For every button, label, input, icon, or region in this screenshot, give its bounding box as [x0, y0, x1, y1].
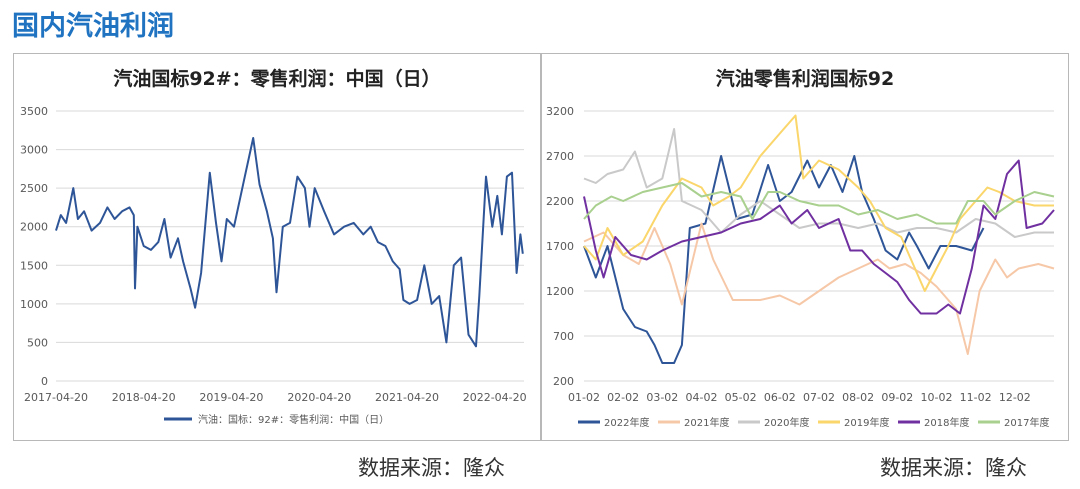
y-tick-label: 700	[553, 330, 574, 343]
legend-label: 汽油：国标：92#：零售利润：中国（日）	[198, 413, 389, 426]
x-tick-label: 2019-04-20	[199, 391, 263, 404]
x-tick-label: 2021-04-20	[375, 391, 439, 404]
chart-title: 汽油零售利润国标92	[715, 68, 895, 90]
chart-title: 汽油国标92#：零售利润：中国（日）	[113, 68, 441, 90]
x-tick-label: 04-02	[686, 391, 718, 404]
x-tick-label: 05-02	[725, 391, 757, 404]
x-tick-label: 2022-04-20	[463, 391, 527, 404]
y-tick-label: 2000	[20, 221, 48, 234]
y-tick-label: 1000	[20, 298, 48, 311]
x-tick-label: 08-02	[842, 391, 874, 404]
y-tick-label: 1200	[546, 285, 574, 298]
y-tick-label: 1500	[20, 259, 48, 272]
y-tick-label: 1700	[546, 240, 574, 253]
x-tick-label: 11-02	[960, 391, 992, 404]
line-chart-daily-profit: 0 500 1000 1500 2000 2500 3000 3500 2017-04-20 20…	[20, 105, 527, 426]
chart-panel-profit-seasonal: 汽油零售利润国标92 200 700 1200 1700 2200 2700 3200 01-…	[541, 53, 1069, 441]
chart-panel-profit-daily: 汽油国标92#：零售利润：中国（日） 0 500 1000 1500 2000 2500 3…	[13, 53, 541, 441]
series-line	[583, 182, 1055, 225]
legend-label: 2022年度	[604, 416, 649, 429]
y-tick-label: 500	[27, 336, 48, 349]
x-tick-label: 01-02	[568, 391, 600, 404]
x-tick-label: 2017-04-20	[24, 391, 88, 404]
x-tick-label: 09-02	[881, 391, 913, 404]
legend-label: 2018年度	[924, 416, 969, 429]
y-tick-label: 2700	[546, 150, 574, 163]
section-title: 国内汽油利润	[12, 11, 174, 42]
y-tick-label: 3000	[20, 144, 48, 157]
series-line	[583, 222, 1055, 355]
series-line	[55, 137, 524, 348]
x-tick-label: 10-02	[921, 391, 953, 404]
data-source-label: 数据来源：隆众	[358, 456, 505, 480]
x-tick-label: 12-02	[999, 391, 1031, 404]
legend-label: 2021年度	[684, 416, 729, 429]
y-tick-label: 2500	[20, 182, 48, 195]
data-source-label: 数据来源：隆众	[880, 456, 1027, 480]
x-tick-label: 02-02	[607, 391, 639, 404]
y-tick-label: 3500	[20, 105, 48, 118]
line-chart-seasonal-profit: 200 700 1200 1700 2200 2700 3200 01-02 02-02 03-0…	[546, 105, 1055, 429]
x-tick-label: 07-02	[803, 391, 835, 404]
x-tick-label: 03-02	[646, 391, 678, 404]
x-tick-label: 2018-04-20	[112, 391, 176, 404]
x-tick-label: 06-02	[764, 391, 796, 404]
legend-label: 2019年度	[844, 416, 889, 429]
series-line	[583, 155, 985, 364]
y-tick-label: 0	[41, 375, 48, 388]
legend-label: 2017年度	[1004, 416, 1049, 429]
x-tick-label: 2020-04-20	[287, 391, 351, 404]
series-line	[583, 159, 1055, 315]
y-tick-label: 3200	[546, 105, 574, 118]
y-tick-label: 200	[553, 375, 574, 388]
legend-label: 2020年度	[764, 416, 809, 429]
y-tick-label: 2200	[546, 195, 574, 208]
series-line	[583, 114, 1054, 292]
